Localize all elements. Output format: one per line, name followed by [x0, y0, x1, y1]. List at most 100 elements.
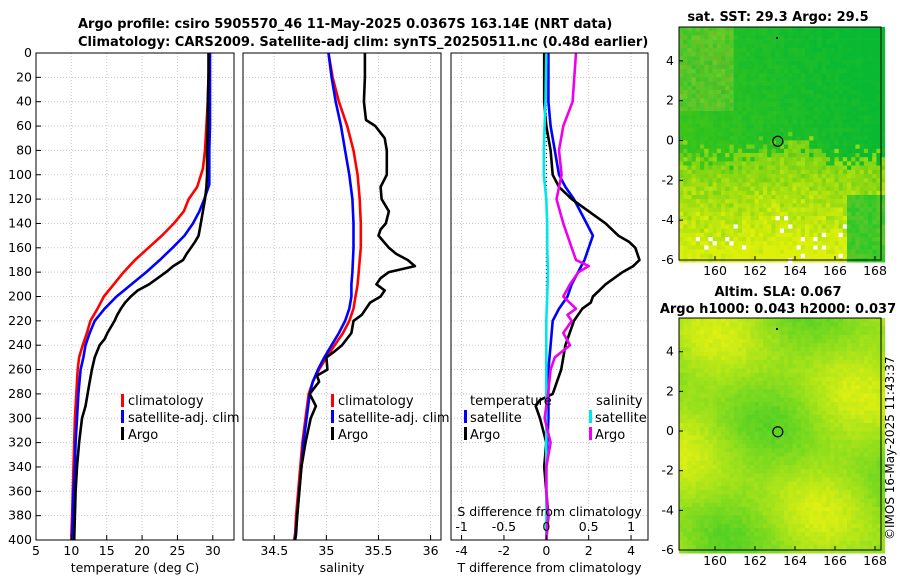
map-cell [729, 157, 734, 162]
map-cell [737, 237, 743, 242]
map-cell [700, 253, 705, 259]
map-cell [863, 94, 869, 99]
map-cell [695, 249, 701, 255]
y-tick-label: 140 [8, 215, 32, 230]
map-cell [763, 60, 768, 66]
map-cell [847, 199, 852, 204]
map-cell [729, 90, 734, 95]
map-cell [754, 232, 760, 238]
map-cell [679, 360, 684, 365]
map-cell [868, 481, 873, 487]
map-cell [716, 444, 722, 449]
map-cell [821, 195, 827, 200]
map-cell [758, 418, 764, 424]
map-cell [817, 431, 823, 436]
map-cell [800, 94, 806, 99]
map-cell [767, 245, 772, 250]
map-cell [771, 385, 776, 390]
map-cell [851, 199, 856, 204]
map-cell [855, 102, 860, 108]
map-cell [758, 368, 764, 373]
map-cell [784, 64, 789, 70]
map-cell [838, 355, 844, 361]
map-cell [838, 381, 844, 386]
map-cell [779, 211, 785, 217]
map-cell [876, 190, 881, 196]
map-cell [708, 211, 713, 217]
map-cell [876, 85, 881, 91]
map-cell [704, 106, 709, 112]
map-cell [716, 469, 722, 474]
map-cell [880, 473, 886, 478]
map-cell [721, 439, 726, 445]
map-cell [695, 456, 701, 462]
map-cell [872, 132, 877, 137]
map-cell [721, 132, 726, 137]
map-cell [851, 52, 856, 57]
map-cell [763, 98, 768, 103]
map-cell [733, 465, 739, 470]
map-cell [876, 127, 881, 133]
map-cell [830, 427, 835, 432]
map-cell [708, 39, 713, 45]
map-cell [712, 190, 718, 196]
map-cell [826, 456, 831, 462]
map-cell [750, 414, 755, 420]
map-cell [800, 144, 806, 150]
map-cell [868, 31, 873, 36]
map-cell [880, 169, 886, 175]
map-cell [687, 115, 692, 120]
map-cell [821, 157, 827, 162]
map-cell [742, 153, 747, 158]
map-cell [683, 232, 688, 238]
map-cell [758, 43, 764, 49]
map-cell [838, 249, 844, 255]
map-cell [721, 182, 726, 187]
map-cell [842, 157, 848, 162]
map-cell [826, 322, 831, 327]
map-cell [792, 418, 797, 424]
map-cell [687, 389, 692, 394]
map-cell [771, 372, 776, 378]
map-cell [855, 85, 860, 91]
map-cell [712, 144, 718, 150]
map-cell [695, 90, 701, 95]
map-cell [872, 326, 877, 331]
map-cell [868, 448, 873, 453]
map-cell [695, 232, 701, 238]
map-cell [754, 249, 760, 255]
map-cell [729, 43, 734, 49]
map-cell [863, 161, 869, 166]
map-cell [851, 186, 856, 192]
map-cell [679, 140, 684, 145]
map-cell [847, 368, 852, 373]
map-cell [679, 115, 684, 120]
map-cell [834, 456, 839, 462]
map-cell [859, 339, 865, 344]
map-cell [817, 423, 823, 428]
map-cell [817, 64, 823, 70]
map-cell [868, 132, 873, 137]
y-tick-label: 280 [8, 386, 32, 401]
map-cell [725, 473, 730, 478]
map-cell [842, 52, 848, 57]
map-cell [830, 347, 835, 352]
map-cell [838, 224, 844, 229]
map-cell [763, 148, 768, 154]
map-cell [679, 368, 684, 373]
map-cell [742, 381, 747, 386]
map-cell [817, 322, 823, 327]
map-cell [679, 460, 684, 466]
map-cell [859, 245, 865, 250]
map-cell [754, 85, 760, 91]
map-cell [708, 477, 713, 483]
map-cell [821, 52, 827, 57]
map-cell [687, 119, 692, 124]
map-cell [742, 452, 747, 457]
map-cell [859, 207, 865, 213]
map-cell [855, 364, 860, 369]
map-cell [712, 473, 718, 478]
map-cell [863, 127, 869, 133]
map-cell [809, 148, 814, 154]
map-cell [679, 385, 684, 390]
